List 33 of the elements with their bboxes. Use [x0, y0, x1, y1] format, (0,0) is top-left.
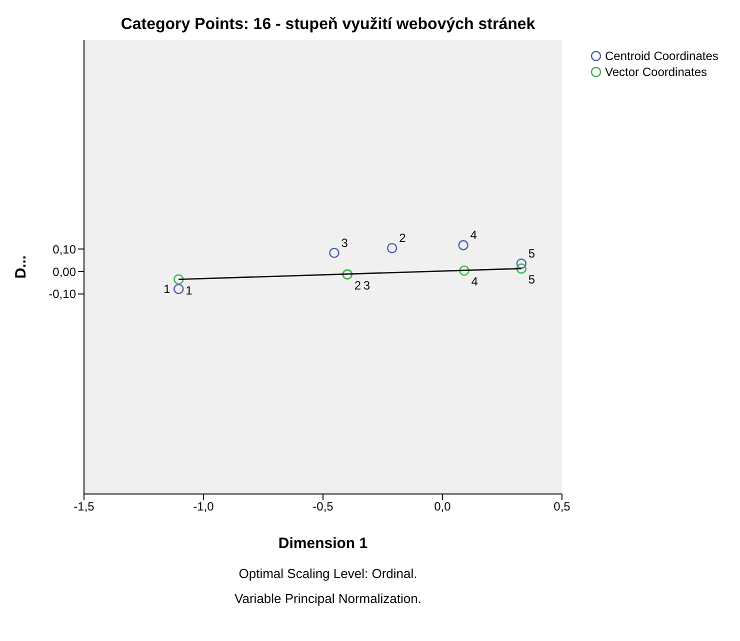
point: [459, 265, 470, 276]
point: [386, 242, 398, 254]
x-tick-label: 0,0: [434, 500, 452, 514]
chart-title: Category Points: 16 - stupeň využití webových stránek: [120, 15, 536, 34]
annotation: 2: [354, 278, 362, 292]
x-axis-title: Dimension 1: [278, 535, 368, 552]
x-tick-label: 0,5: [554, 500, 571, 514]
annotation: 3: [341, 236, 348, 250]
y-axis-title: D...: [12, 255, 30, 279]
y-tick-label: 0,10: [52, 242, 76, 256]
text: Optimal Scaling Level: Ordinal.: [238, 566, 418, 581]
point: [516, 258, 527, 269]
annotation: 5: [528, 272, 536, 287]
y-tick-label: 0,00: [52, 264, 76, 279]
point: [173, 274, 184, 285]
point: [173, 284, 184, 294]
annotation: 1: [164, 282, 171, 296]
point: [458, 240, 468, 250]
annotation: 1: [186, 283, 193, 298]
point: [329, 248, 340, 258]
annotation: 4: [471, 274, 478, 289]
point: [516, 263, 527, 274]
annotation: 2: [399, 231, 406, 246]
annotation: 5: [528, 246, 536, 261]
annotation: 3: [363, 278, 370, 292]
legend-label: Vector Coordinates: [605, 65, 708, 79]
x-tick-label: -1,0: [193, 500, 214, 514]
x-tick-label: -0,5: [312, 500, 334, 514]
annotation: 4: [470, 228, 478, 242]
x-tick-label: -1,5: [74, 500, 95, 514]
legend-label: Centroid Coordinates: [605, 49, 718, 63]
text: Variable Principal Normalization.: [234, 591, 422, 606]
y-tick-label: -0,10: [48, 287, 76, 302]
